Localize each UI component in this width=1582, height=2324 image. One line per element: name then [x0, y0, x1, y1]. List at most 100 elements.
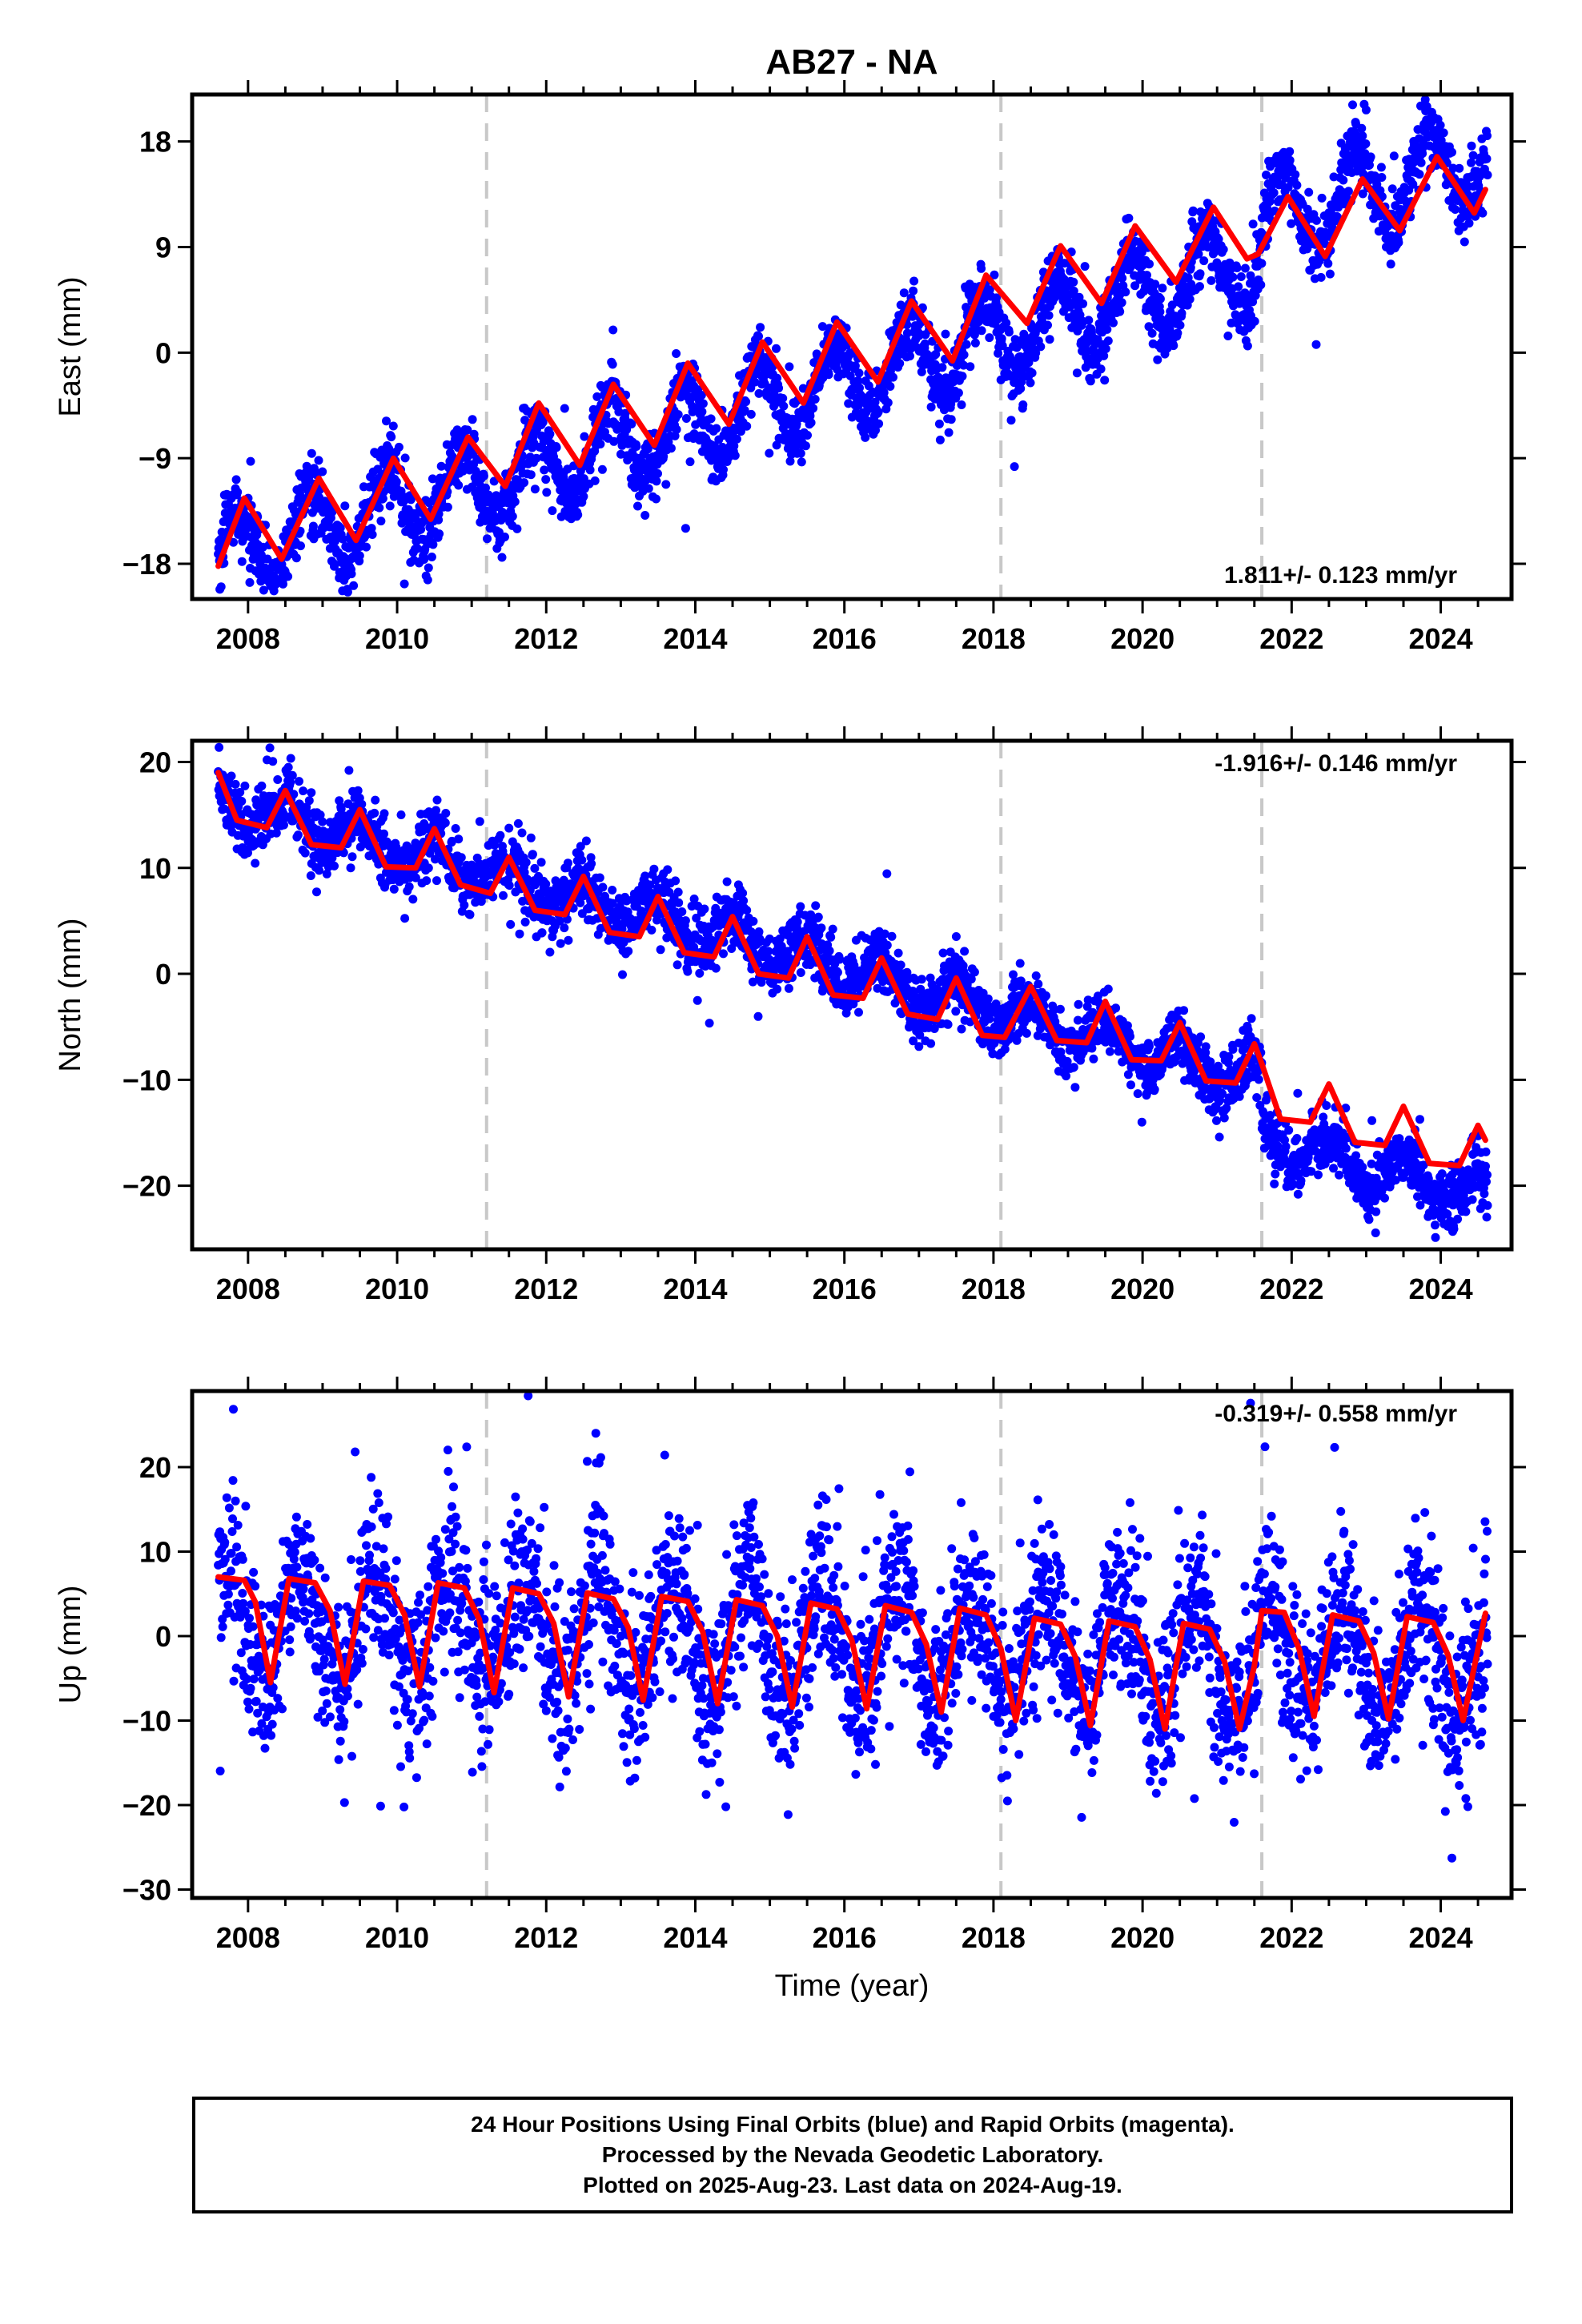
data-point — [697, 407, 707, 416]
data-point — [784, 983, 793, 993]
data-point — [893, 948, 903, 958]
data-point — [809, 404, 818, 413]
data-point — [785, 362, 794, 372]
data-point — [371, 795, 380, 805]
data-point — [346, 863, 355, 873]
data-point — [420, 555, 429, 564]
data-point — [555, 916, 564, 926]
data-point — [512, 475, 522, 485]
data-point — [749, 916, 758, 926]
data-point — [585, 465, 595, 475]
data-point — [385, 501, 395, 511]
data-point — [796, 902, 805, 911]
data-point — [517, 828, 527, 838]
data-point — [825, 946, 834, 955]
data-point — [1102, 324, 1112, 334]
data-point — [1262, 171, 1271, 179]
data-point — [576, 842, 585, 851]
data-point — [1415, 170, 1424, 179]
data-point — [934, 419, 944, 428]
data-point — [914, 1042, 924, 1051]
data-point — [896, 960, 905, 970]
data-point — [1118, 273, 1127, 283]
data-point — [1195, 282, 1204, 292]
data-point — [608, 325, 618, 335]
data-point — [855, 383, 864, 392]
data-point — [765, 448, 774, 458]
data-point — [216, 582, 226, 592]
data-point — [1199, 256, 1209, 266]
y-tick-label: 18 — [139, 126, 171, 159]
data-point — [677, 907, 687, 916]
data-point — [706, 414, 716, 424]
data-point — [283, 762, 293, 772]
data-point — [465, 910, 475, 919]
data-point — [510, 497, 520, 506]
data-point — [750, 377, 760, 387]
data-point — [653, 468, 662, 478]
data-point — [347, 852, 357, 862]
data-point — [1100, 376, 1110, 385]
data-point — [389, 884, 399, 894]
data-point — [1250, 316, 1259, 326]
data-point — [427, 553, 436, 561]
data-point — [652, 915, 661, 925]
data-point — [520, 416, 530, 425]
data-point — [748, 977, 757, 987]
data-point — [711, 963, 721, 973]
data-point — [590, 476, 600, 485]
data-point — [683, 967, 693, 976]
data-point — [1072, 368, 1082, 378]
x-tick-label: 2010 — [365, 622, 429, 655]
data-point — [1004, 328, 1014, 337]
data-point — [685, 457, 695, 467]
data-point — [1317, 193, 1327, 203]
data-point — [627, 420, 636, 428]
data-point — [666, 444, 676, 453]
data-point — [286, 778, 295, 787]
x-tick-label: 2014 — [663, 622, 727, 655]
data-point — [456, 853, 466, 862]
data-point — [504, 881, 514, 891]
data-point — [854, 1007, 863, 1017]
x-tick-label: 2008 — [216, 622, 280, 655]
data-point — [1069, 286, 1078, 296]
data-point — [1389, 151, 1399, 161]
data-point — [227, 771, 236, 781]
data-point — [1333, 212, 1343, 222]
data-point — [773, 984, 782, 994]
data-point — [306, 871, 315, 880]
data-point — [644, 484, 653, 493]
data-point — [483, 534, 492, 544]
data-point — [992, 293, 1001, 303]
data-point — [1109, 318, 1118, 328]
data-point — [753, 1011, 763, 1021]
data-point — [1037, 316, 1046, 325]
data-point — [946, 400, 956, 408]
data-point — [349, 581, 359, 590]
data-point — [1044, 311, 1054, 320]
data-point — [1447, 147, 1456, 157]
data-point — [673, 410, 683, 420]
data-point — [577, 855, 587, 865]
data-point — [926, 973, 935, 983]
data-point — [406, 495, 416, 505]
data-point — [652, 494, 661, 504]
data-point — [1435, 120, 1445, 130]
data-point — [432, 806, 440, 815]
data-point — [548, 506, 557, 516]
data-point — [271, 828, 281, 838]
data-point — [674, 898, 684, 907]
data-point — [411, 873, 420, 883]
data-point — [388, 421, 398, 431]
data-point — [672, 424, 681, 434]
data-point — [587, 859, 596, 868]
data-point — [649, 864, 659, 874]
data-point — [1256, 280, 1266, 290]
data-point — [536, 858, 546, 867]
data-point — [233, 488, 243, 497]
data-point — [1194, 249, 1203, 259]
data-point — [318, 817, 327, 826]
y-tick-label: 0 — [155, 336, 171, 369]
